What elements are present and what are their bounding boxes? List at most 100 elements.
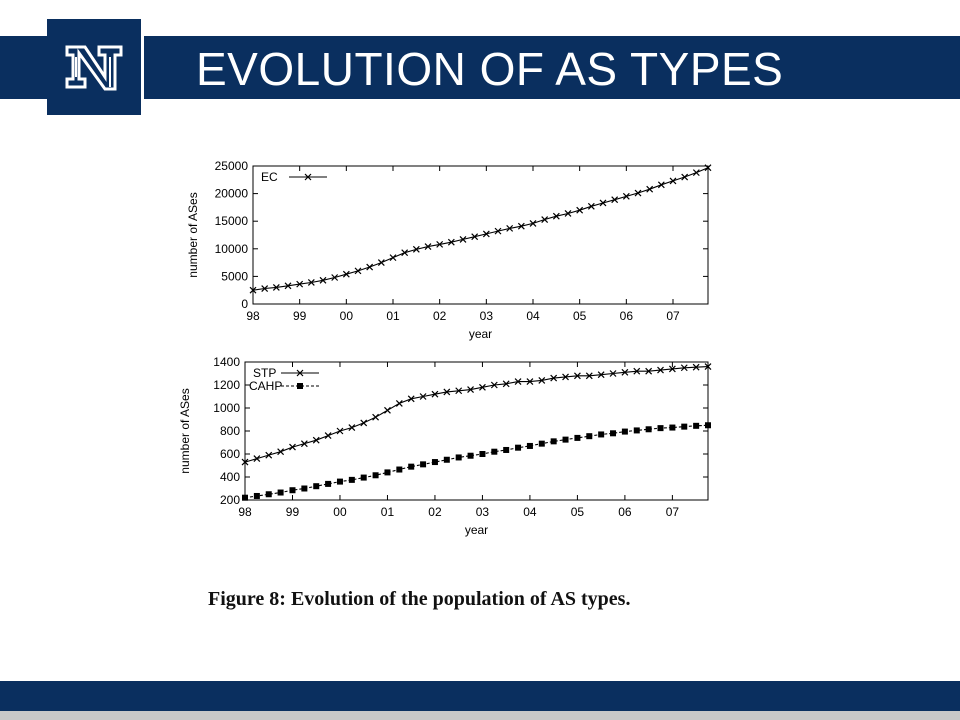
data-point xyxy=(289,487,296,494)
y-tick-label: 1400 xyxy=(213,355,240,369)
chart-2: 200 400 600 800 1000 1200 1400 98 99 00 01 02 03 04 05… xyxy=(178,355,712,537)
x-tick-label: 00 xyxy=(340,309,354,323)
data-point xyxy=(692,169,700,177)
data-point xyxy=(657,425,664,432)
data-point xyxy=(241,458,249,466)
data-point xyxy=(447,238,455,246)
data-point xyxy=(479,383,486,391)
data-point xyxy=(412,245,420,253)
data-point xyxy=(517,222,525,230)
x-tick-label: 99 xyxy=(293,309,307,323)
x-axis-label: year xyxy=(465,523,488,537)
x-tick-label: 03 xyxy=(480,309,494,323)
data-point xyxy=(395,399,403,407)
data-point xyxy=(336,427,344,435)
legend-marker xyxy=(304,173,312,181)
x-tick-label: 06 xyxy=(618,505,632,519)
legend-label: EC xyxy=(261,170,278,184)
y-tick-label: 600 xyxy=(220,447,240,461)
data-point xyxy=(443,388,451,396)
footer-bar xyxy=(0,681,960,711)
x-tick-label: 98 xyxy=(238,505,252,519)
data-point xyxy=(459,235,467,243)
x-tick-label: 00 xyxy=(333,505,347,519)
data-point xyxy=(645,367,653,375)
data-point xyxy=(354,267,362,275)
x-tick-label: 07 xyxy=(666,505,680,519)
x-tick-label: 02 xyxy=(428,505,442,519)
data-point xyxy=(503,446,510,453)
x-tick-label: 05 xyxy=(573,309,587,323)
data-point xyxy=(573,372,581,380)
data-point xyxy=(657,366,664,374)
data-point xyxy=(284,282,292,290)
data-point xyxy=(576,206,584,214)
data-point xyxy=(610,430,617,437)
y-axis-label: number of ASes xyxy=(186,192,200,277)
data-point xyxy=(319,276,327,284)
data-point xyxy=(502,380,510,388)
data-point xyxy=(526,442,533,449)
data-point xyxy=(622,192,630,200)
data-point xyxy=(526,378,534,385)
data-point xyxy=(550,374,558,382)
data-point xyxy=(587,202,595,210)
data-point xyxy=(541,216,549,223)
data-point xyxy=(300,440,308,448)
footer-strip xyxy=(0,711,960,720)
title-bar xyxy=(0,36,960,99)
data-point xyxy=(384,469,391,476)
data-point xyxy=(692,363,700,371)
data-point xyxy=(609,370,617,377)
data-point xyxy=(307,279,315,286)
data-point xyxy=(564,210,572,217)
data-point xyxy=(342,270,350,278)
y-tick-label: 20000 xyxy=(215,187,249,201)
data-point xyxy=(348,476,355,483)
series-line xyxy=(244,366,709,463)
data-point xyxy=(296,280,304,288)
data-point xyxy=(265,451,273,459)
data-point xyxy=(621,368,629,376)
data-point xyxy=(491,448,498,455)
data-point xyxy=(277,448,285,456)
data-point xyxy=(479,451,486,457)
series-stp xyxy=(241,363,712,466)
data-point xyxy=(586,433,593,440)
data-point xyxy=(611,196,619,204)
data-point xyxy=(562,373,569,381)
university-n-logo-icon xyxy=(65,45,123,91)
y-tick-label: 200 xyxy=(220,493,240,507)
data-point xyxy=(312,436,320,444)
data-point xyxy=(482,230,490,238)
data-point xyxy=(455,454,462,461)
data-point xyxy=(669,424,676,431)
data-point xyxy=(408,463,415,470)
data-point xyxy=(515,444,522,451)
x-tick-label: 07 xyxy=(666,309,680,323)
data-point xyxy=(574,434,581,441)
data-point xyxy=(396,466,403,473)
data-point xyxy=(336,478,343,485)
data-point xyxy=(506,224,514,232)
data-point xyxy=(514,378,522,385)
data-point xyxy=(669,177,677,185)
data-point xyxy=(529,219,537,227)
data-point xyxy=(372,413,380,421)
data-point xyxy=(467,386,474,394)
data-point xyxy=(253,492,260,499)
x-tick-label: 06 xyxy=(620,309,634,323)
data-point xyxy=(681,423,688,430)
data-point xyxy=(366,263,374,271)
data-point xyxy=(562,436,569,443)
data-point xyxy=(597,371,605,379)
data-point xyxy=(377,259,385,267)
data-point xyxy=(494,227,502,235)
data-point xyxy=(657,181,665,189)
data-point xyxy=(645,426,652,433)
data-point xyxy=(538,376,546,384)
y-tick-label: 1200 xyxy=(213,378,240,392)
data-point xyxy=(455,387,463,395)
x-tick-label: 03 xyxy=(476,505,490,519)
